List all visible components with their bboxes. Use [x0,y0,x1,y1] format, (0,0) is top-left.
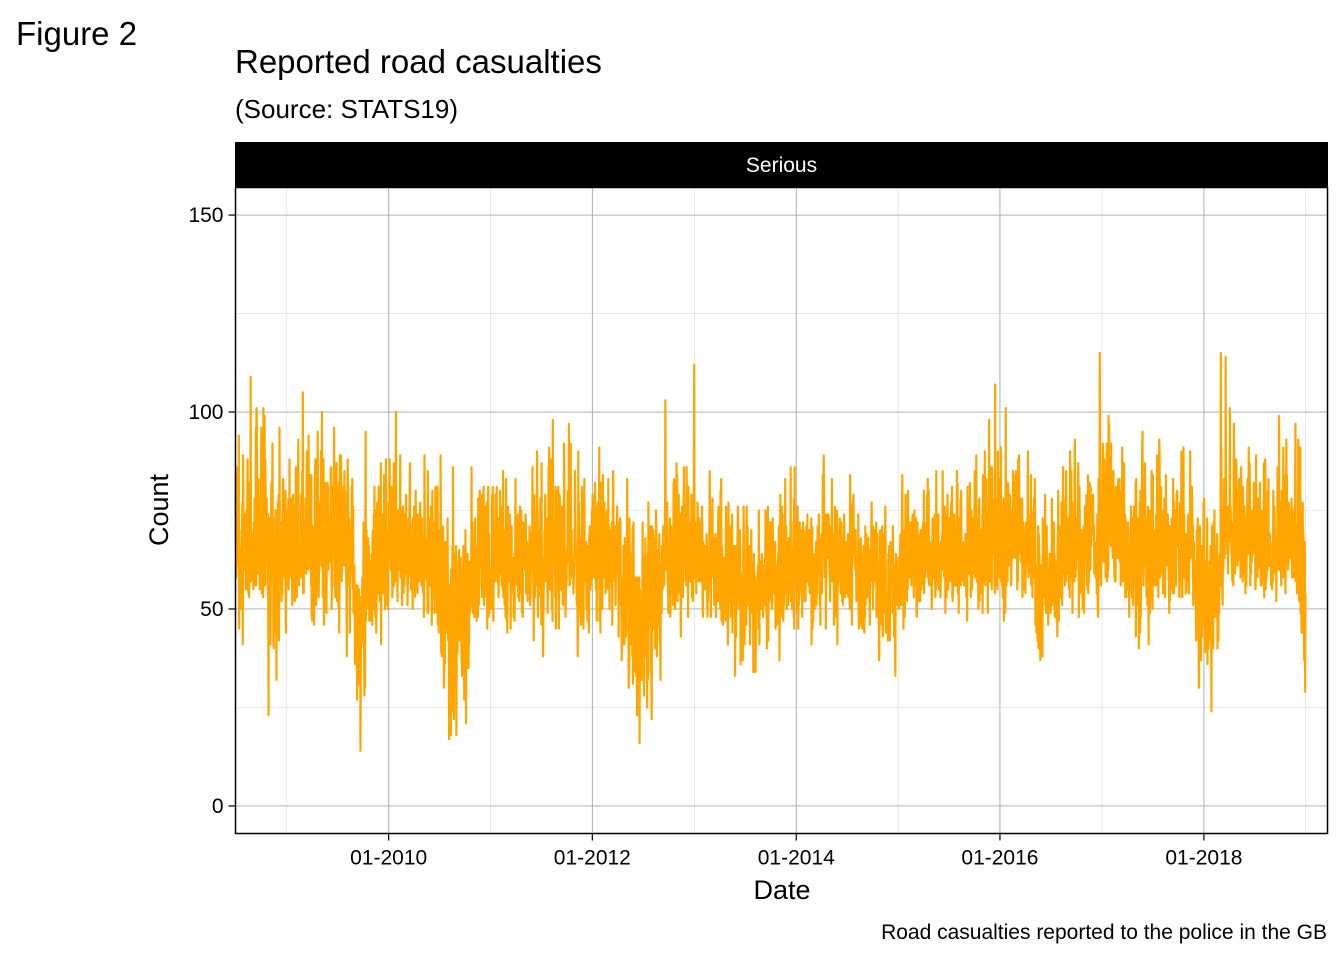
x-tick-label: 01-2018 [1165,847,1242,870]
y-tick-label: 100 [188,401,223,424]
chart-caption: Road casualties reported to the police i… [881,921,1327,944]
x-axis-title: Date [753,875,810,905]
axis-layer: 0 50 100 150 01-2010 01-2012 01-2014 01-2016 01-… [188,204,1242,869]
chart-subtitle: (Source: STATS19) [235,94,458,124]
y-tick-label: 150 [188,204,223,227]
panel-border [234,186,1329,835]
x-tick-label: 01-2016 [961,847,1038,870]
series-line [234,351,1307,752]
facet-strip [235,142,1328,187]
figure-label: Figure 2 [16,15,137,52]
x-tick-label: 01-2012 [554,847,631,870]
x-tick-label: 01-2014 [758,847,835,870]
y-tick-label: 0 [212,795,224,818]
y-tick-label: 50 [200,598,223,621]
facet-label: Serious [746,154,817,177]
y-axis-title: Count [144,473,174,546]
x-tick-label: 01-2010 [350,847,427,870]
chart-title: Reported road casualties [235,43,602,80]
